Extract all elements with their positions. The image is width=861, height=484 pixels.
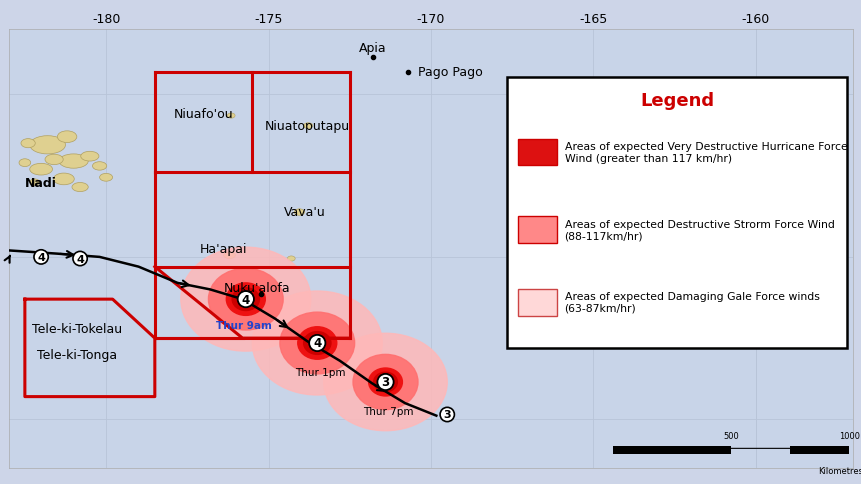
Text: Thur 9am: Thur 9am	[216, 320, 272, 331]
Circle shape	[377, 374, 393, 390]
Ellipse shape	[324, 333, 447, 431]
Ellipse shape	[59, 154, 88, 169]
Circle shape	[440, 408, 454, 422]
Ellipse shape	[30, 136, 65, 154]
Ellipse shape	[257, 292, 264, 297]
Ellipse shape	[181, 248, 311, 351]
Text: Areas of expected Very Destructive Hurricane Force
Wind (greater than 117 km/hr): Areas of expected Very Destructive Hurri…	[564, 142, 846, 163]
Ellipse shape	[232, 288, 259, 311]
Text: Nuku'alofa: Nuku'alofa	[224, 282, 290, 295]
Text: Niuafo'ou: Niuafo'ou	[174, 108, 233, 121]
Ellipse shape	[208, 269, 283, 330]
Ellipse shape	[280, 313, 354, 374]
Text: 3: 3	[381, 376, 389, 389]
Text: 1000: 1000	[838, 431, 858, 439]
Circle shape	[73, 252, 87, 266]
Text: Legend: Legend	[640, 91, 713, 110]
Text: 3: 3	[443, 409, 450, 420]
Ellipse shape	[287, 257, 294, 261]
Text: Ha'apai: Ha'apai	[199, 243, 246, 256]
Text: Nadi: Nadi	[25, 176, 57, 189]
Ellipse shape	[369, 368, 402, 396]
Ellipse shape	[297, 327, 337, 360]
Text: Apia: Apia	[358, 42, 386, 55]
Ellipse shape	[252, 291, 381, 395]
Ellipse shape	[81, 152, 99, 162]
Ellipse shape	[374, 372, 397, 392]
Ellipse shape	[227, 114, 235, 119]
Text: Niuatoputapu: Niuatoputapu	[264, 120, 350, 133]
Text: Thur 7pm: Thur 7pm	[363, 407, 413, 417]
FancyBboxPatch shape	[612, 446, 730, 454]
Ellipse shape	[303, 332, 331, 355]
Ellipse shape	[353, 355, 418, 410]
Ellipse shape	[92, 162, 107, 171]
Ellipse shape	[303, 123, 313, 129]
Text: Areas of expected Damaging Gale Force winds
(63-87km/hr): Areas of expected Damaging Gale Force wi…	[564, 292, 819, 313]
Text: 500: 500	[722, 431, 738, 439]
Text: 4: 4	[37, 252, 45, 262]
Text: 4: 4	[241, 293, 250, 306]
FancyBboxPatch shape	[789, 446, 848, 454]
Ellipse shape	[226, 283, 265, 316]
Ellipse shape	[100, 174, 113, 182]
Ellipse shape	[45, 155, 63, 165]
Text: Thur 1pm: Thur 1pm	[295, 368, 345, 378]
Ellipse shape	[30, 180, 40, 186]
Text: Areas of expected Destructive Strorm Force Wind
(88-117km/hr): Areas of expected Destructive Strorm For…	[564, 219, 833, 241]
Ellipse shape	[53, 174, 74, 185]
Ellipse shape	[294, 210, 304, 216]
Text: Vava'u: Vava'u	[283, 206, 325, 218]
Ellipse shape	[72, 183, 88, 192]
Text: 4: 4	[313, 337, 321, 350]
Ellipse shape	[30, 164, 53, 176]
Text: Tele-ki-Tokelau: Tele-ki-Tokelau	[32, 322, 121, 335]
Circle shape	[34, 250, 48, 264]
Ellipse shape	[58, 132, 77, 143]
Circle shape	[238, 291, 254, 308]
Circle shape	[309, 335, 325, 351]
Ellipse shape	[21, 139, 35, 149]
Text: 4: 4	[76, 254, 84, 264]
Text: Pago Pago: Pago Pago	[418, 66, 482, 79]
Ellipse shape	[224, 253, 235, 259]
Ellipse shape	[19, 159, 31, 167]
Text: Tele-ki-Tonga: Tele-ki-Tonga	[37, 348, 117, 361]
Text: Kilometres: Kilometres	[817, 466, 861, 475]
